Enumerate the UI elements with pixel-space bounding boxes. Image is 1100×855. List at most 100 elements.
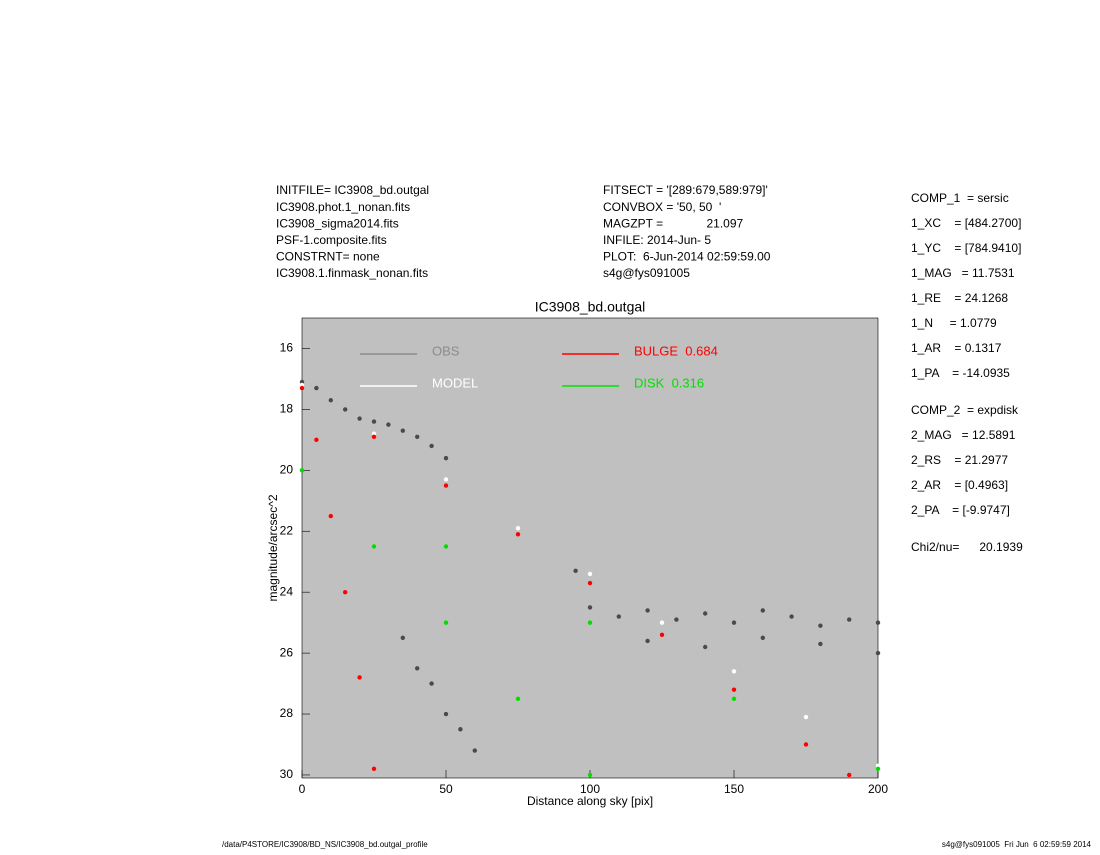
parameter: Chi2/nu= 20.1939 (911, 540, 1023, 554)
header-line: INFILE: 2014-Jun- 5 (603, 233, 711, 247)
data-point (789, 614, 794, 619)
data-point (458, 727, 463, 732)
data-point (803, 742, 809, 747)
data-point (443, 544, 449, 549)
data-point (443, 455, 449, 461)
parameter: 1_N = 1.0779 (911, 316, 997, 330)
data-point (587, 772, 593, 778)
data-point (847, 772, 852, 778)
x-tick-label: 200 (868, 782, 888, 796)
data-point (443, 711, 449, 717)
footer-right: s4g@fys091005 Fri Jun 6 02:59:59 2014 (942, 840, 1092, 849)
parameter: 2_RS = 21.2977 (911, 453, 1008, 467)
data-point (371, 434, 377, 440)
legend-label: BULGE 0.684 (634, 343, 718, 358)
data-point (299, 385, 305, 391)
data-point (703, 611, 708, 616)
data-point (299, 382, 305, 388)
header-line: s4g@fys091005 (603, 266, 690, 280)
data-point (472, 748, 477, 753)
data-point (875, 763, 881, 769)
data-point (515, 525, 521, 531)
chart-title: IC3908_bd.outgal (535, 299, 646, 315)
data-point (443, 477, 449, 482)
data-point (299, 379, 305, 385)
data-point (587, 620, 593, 625)
parameter: 1_MAG = 11.7531 (911, 266, 1015, 280)
data-point (299, 468, 305, 473)
data-point (371, 544, 377, 549)
data-point (515, 696, 521, 701)
data-point (328, 513, 333, 519)
data-point (573, 568, 578, 574)
data-point (703, 644, 708, 650)
legend-label: DISK 0.316 (634, 375, 704, 390)
header-line: MAGZPT = 21.097 (603, 216, 743, 230)
y-tick-label: 26 (280, 645, 294, 659)
data-point (587, 605, 593, 610)
data-point (515, 532, 521, 537)
data-point (415, 666, 420, 671)
data-point (847, 617, 852, 622)
data-point (328, 398, 333, 403)
data-point (659, 632, 665, 638)
header-line: PLOT: 6-Jun-2014 02:59:59.00 (603, 250, 771, 264)
parameter: COMP_1 = sersic (911, 191, 1009, 205)
parameter: 1_PA = -14.0935 (911, 366, 1010, 380)
header-line: IC3908.phot.1_nonan.fits (276, 200, 410, 214)
data-point (371, 431, 377, 436)
data-point (343, 589, 348, 595)
data-point (343, 407, 348, 412)
header-line: INITFILE= IC3908_bd.outgal (276, 183, 429, 197)
y-tick-label: 16 (280, 341, 294, 355)
header-line: FITSECT = '[289:679,589:979]' (603, 183, 768, 197)
data-point (587, 571, 593, 577)
parameter: 2_AR = [0.4963] (911, 478, 1008, 492)
header-line: CONSTRNT= none (276, 250, 380, 264)
data-point (371, 766, 377, 772)
data-point (314, 437, 319, 443)
data-point (731, 696, 737, 701)
y-tick-label: 30 (280, 767, 294, 781)
data-point (818, 623, 823, 628)
parameter: 2_PA = [-9.9747] (911, 503, 1010, 517)
data-point (357, 675, 362, 680)
x-tick-label: 0 (299, 782, 306, 796)
data-point (803, 714, 809, 720)
data-point (659, 620, 665, 625)
data-point (400, 428, 405, 433)
legend-label: MODEL (432, 375, 478, 390)
parameter: 1_YC = [784.9410] (911, 241, 1021, 255)
data-point (818, 641, 823, 647)
data-point (760, 635, 765, 641)
data-point (400, 635, 405, 641)
header-line: IC3908.1.finmask_nonan.fits (276, 266, 428, 280)
data-point (645, 638, 650, 644)
data-point (357, 416, 362, 421)
parameter: COMP_2 = expdisk (911, 403, 1019, 417)
data-point (875, 620, 881, 625)
data-point (443, 620, 449, 625)
parameter: 1_XC = [484.2700] (911, 216, 1021, 230)
legend-label: OBS (432, 343, 460, 358)
x-tick-label: 50 (439, 782, 453, 796)
plot-area (301, 317, 879, 779)
data-point (875, 650, 881, 656)
data-point (760, 608, 765, 613)
data-point (731, 620, 737, 625)
data-point (731, 669, 737, 674)
header-line: IC3908_sigma2014.fits (276, 216, 399, 230)
y-tick-label: 22 (280, 523, 294, 537)
data-point (616, 614, 621, 619)
x-axis-label: Distance along sky [pix] (527, 794, 653, 808)
data-point (386, 422, 391, 427)
y-tick-label: 18 (280, 402, 294, 416)
x-tick-label: 100 (580, 782, 600, 796)
y-axis-label: magnitude/arcsec^2 (266, 494, 280, 601)
data-point (429, 681, 434, 686)
data-point (371, 419, 377, 424)
data-point (731, 687, 737, 692)
data-point (429, 443, 434, 449)
